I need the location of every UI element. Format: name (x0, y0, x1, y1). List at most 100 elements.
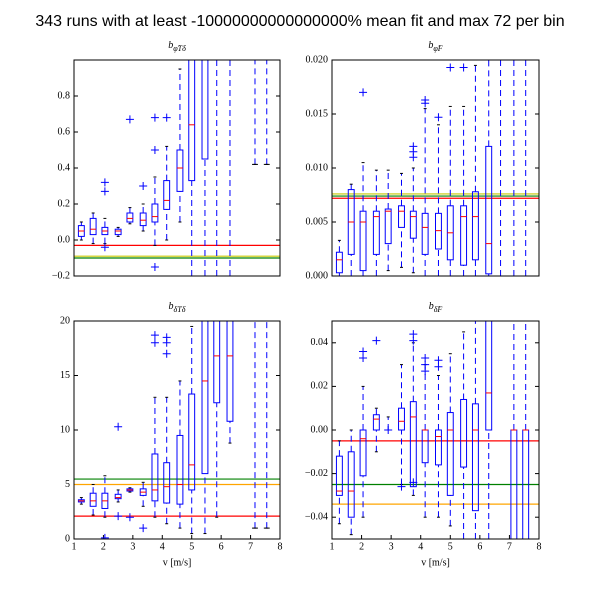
flier (150, 331, 159, 340)
y-tick-label: 10 (60, 424, 70, 435)
flier (100, 533, 109, 539)
flier (100, 178, 109, 187)
x-tick-label: 3 (389, 541, 394, 552)
title-subscript: δ̂F (434, 305, 443, 314)
box (163, 462, 171, 504)
title-subscript: φ̂Tδ (173, 44, 186, 53)
box (176, 434, 184, 505)
flier (162, 338, 171, 347)
title-subscript: φ̂F (433, 44, 442, 53)
subplot: bφ̂F 0.000 0.005 0.010 0.015 0.020 (306, 40, 540, 281)
x-tick-label: 8 (278, 541, 283, 552)
y-tick-label: 20 (60, 315, 70, 326)
subplot: bδTδ 0 5 10 15 20 1 2 3 4 5 6 7 8 v [m/s] (60, 301, 283, 568)
plot-area (74, 60, 280, 276)
flier (150, 263, 159, 271)
flier (162, 113, 171, 122)
flier (409, 478, 418, 487)
box (372, 210, 380, 255)
axes-frame (73, 59, 281, 277)
box (485, 321, 493, 431)
x-tick-label: 1 (330, 541, 335, 552)
axes-frame (331, 320, 540, 540)
box (460, 205, 468, 266)
box (126, 212, 134, 223)
subplot: bφ̂Tδ −0.2 0.0 0.2 0.4 0.6 0.8 (52, 40, 281, 281)
subplot: bδ̂F −0.04 −0.02 0.00 0.02 0.04 1 2 3 4 5 6 7 8 v [m/s… (305, 301, 542, 568)
flier (114, 512, 123, 521)
box (176, 149, 184, 192)
flier (409, 142, 418, 151)
x-tick-label: 6 (477, 541, 482, 552)
flier (384, 426, 393, 434)
x-tick-label: 8 (537, 541, 542, 552)
box (409, 401, 417, 488)
flier (150, 338, 159, 347)
y-tick-label: −0.2 (52, 270, 70, 281)
box (114, 493, 122, 500)
flier (125, 513, 134, 522)
box (188, 60, 196, 182)
box (226, 321, 234, 422)
x-axis-label: v [m/s] (163, 557, 192, 568)
box (213, 321, 221, 404)
axes-frame (331, 59, 540, 277)
flier (139, 182, 148, 190)
x-tick-label: 7 (507, 541, 512, 552)
flier (139, 524, 148, 533)
y-tick-label: 0.2 (58, 198, 71, 209)
box (409, 210, 417, 239)
figure-title: 343 runs with at least -1000000000000000… (35, 13, 564, 30)
x-tick-label: 4 (418, 541, 423, 552)
y-tick-label: 0.4 (58, 162, 71, 173)
box (435, 212, 442, 250)
box (435, 429, 442, 466)
plot-area (332, 321, 539, 539)
x-tick-label: 2 (101, 541, 106, 552)
y-tick-label: 0.6 (58, 126, 71, 137)
flier (421, 367, 430, 376)
box (460, 398, 468, 468)
box (335, 251, 343, 274)
box (201, 321, 209, 475)
x-tick-label: 5 (189, 541, 194, 552)
box (151, 453, 159, 502)
x-tick-label: 4 (160, 541, 165, 552)
flier (459, 63, 468, 72)
box (421, 212, 429, 255)
title-base: b (429, 301, 434, 312)
subplot-title: bφ̂Tδ (168, 40, 186, 53)
box (398, 205, 405, 228)
x-tick-label: 2 (359, 541, 364, 552)
box (372, 414, 380, 431)
flier (434, 362, 443, 371)
box (471, 191, 479, 261)
box (485, 145, 493, 275)
subplot-title: bδ̂F (429, 301, 443, 314)
flier (359, 354, 368, 363)
flier (446, 63, 455, 72)
y-tick-label: 15 (60, 370, 70, 381)
y-tick-label: 0.0 (58, 234, 71, 245)
y-tick-label: −0.04 (305, 511, 328, 522)
box (471, 403, 479, 512)
box (335, 455, 343, 496)
flier (150, 146, 159, 154)
flier (421, 95, 430, 104)
box (89, 217, 97, 236)
flier (434, 113, 443, 122)
plot-area (332, 60, 539, 276)
box (347, 451, 355, 518)
title-base: b (428, 40, 433, 51)
x-tick-label: 1 (72, 541, 77, 552)
y-tick-label: 0.010 (306, 162, 329, 173)
subplot-title: bδTδ (169, 301, 186, 314)
y-tick-label: 0 (65, 533, 70, 544)
flier (372, 336, 381, 345)
subplot-title: bφ̂F (428, 40, 442, 53)
title-subscript: δTδ (174, 305, 186, 314)
flier (100, 243, 109, 252)
plot-area (74, 321, 280, 539)
